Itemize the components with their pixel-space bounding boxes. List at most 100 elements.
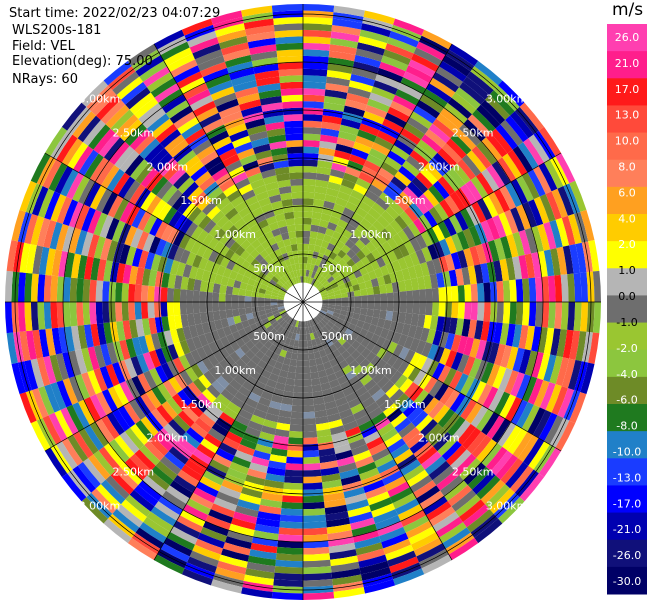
colorbar-tick-label: -2.0 xyxy=(616,342,637,355)
velocity-cell xyxy=(485,94,511,120)
velocity-cell xyxy=(346,285,354,293)
velocity-cell xyxy=(549,355,563,385)
velocity-cell xyxy=(545,384,562,413)
velocity-cell xyxy=(317,435,333,444)
velocity-cell xyxy=(321,254,329,263)
velocity-cell xyxy=(320,466,340,476)
velocity-cell xyxy=(428,123,451,144)
velocity-cell xyxy=(412,302,420,315)
velocity-cell xyxy=(309,277,314,285)
velocity-cell xyxy=(333,332,342,341)
velocity-cell xyxy=(273,579,303,588)
velocity-cell xyxy=(436,272,445,288)
velocity-cell xyxy=(502,425,522,451)
velocity-cell xyxy=(363,159,381,173)
velocity-cell xyxy=(334,275,343,283)
velocity-cell xyxy=(360,23,392,38)
velocity-cell xyxy=(442,412,461,433)
velocity-cell xyxy=(338,462,358,474)
velocity-cell xyxy=(375,393,390,407)
velocity-cell xyxy=(460,208,475,229)
velocity-cell xyxy=(300,321,303,328)
velocity-cell xyxy=(243,574,274,586)
velocity-cell xyxy=(387,150,406,166)
velocity-cell xyxy=(489,488,515,514)
velocity-cell xyxy=(319,219,330,229)
velocity-cell xyxy=(377,520,404,537)
velocity-cell xyxy=(411,176,429,194)
velocity-cell xyxy=(428,184,445,203)
velocity-cell xyxy=(321,355,330,364)
velocity-cell xyxy=(420,327,430,343)
velocity-cell xyxy=(462,76,490,100)
velocity-cell xyxy=(432,465,455,486)
velocity-cell xyxy=(325,265,334,274)
velocity-cell xyxy=(210,503,235,518)
velocity-cell xyxy=(321,121,341,131)
velocity-cell xyxy=(411,53,440,72)
velocity-cell xyxy=(389,388,405,404)
velocity-cell xyxy=(463,119,486,142)
velocity-cell xyxy=(450,334,462,353)
velocity-cell xyxy=(429,77,456,98)
velocity-cell xyxy=(303,114,323,122)
velocity-cell xyxy=(303,424,317,432)
velocity-cell xyxy=(367,207,382,221)
velocity-cell xyxy=(377,167,395,182)
velocity-cell xyxy=(288,437,303,445)
velocity-cell xyxy=(381,380,395,394)
velocity-cell xyxy=(286,324,293,332)
velocity-cell xyxy=(569,244,581,274)
velocity-cell xyxy=(173,474,197,493)
velocity-cell xyxy=(470,176,489,199)
velocity-cell xyxy=(441,440,462,461)
velocity-cell xyxy=(437,365,451,383)
colorbar-tick-label: 26.0 xyxy=(615,31,640,44)
velocity-cell xyxy=(294,333,300,341)
velocity-cell xyxy=(335,297,342,302)
velocity-cell xyxy=(419,94,444,114)
velocity-cell xyxy=(194,538,223,555)
velocity-cell xyxy=(384,223,398,238)
velocity-cell xyxy=(416,485,441,504)
velocity-cell xyxy=(504,396,522,422)
velocity-cell xyxy=(315,337,322,346)
velocity-cell xyxy=(303,81,327,90)
velocity-cell xyxy=(450,233,464,252)
velocity-cell xyxy=(588,240,600,272)
velocity-cell xyxy=(493,237,506,261)
velocity-cell xyxy=(316,428,332,438)
velocity-cell xyxy=(358,281,367,290)
velocity-cell xyxy=(510,465,534,493)
velocity-cell xyxy=(340,474,362,486)
velocity-cell xyxy=(371,344,382,356)
velocity-cell xyxy=(374,267,384,278)
velocity-cell xyxy=(537,250,548,277)
velocity-cell xyxy=(483,282,491,302)
velocity-cell xyxy=(403,240,416,255)
velocity-cell xyxy=(285,463,303,471)
velocity-cell xyxy=(432,511,460,533)
velocity-cell xyxy=(371,86,396,101)
velocity-cell xyxy=(390,443,410,460)
velocity-cell xyxy=(277,533,303,542)
velocity-cell xyxy=(280,335,288,344)
velocity-cell xyxy=(325,338,334,347)
velocity-cell xyxy=(327,307,335,313)
velocity-cell xyxy=(387,550,417,567)
velocity-cell xyxy=(442,171,461,192)
velocity-cell xyxy=(455,494,481,517)
velocity-cell xyxy=(424,456,447,475)
velocity-cell xyxy=(455,87,481,110)
velocity-cell xyxy=(450,133,472,155)
velocity-cell xyxy=(281,321,288,329)
velocity-cell xyxy=(303,211,313,219)
velocity-cell xyxy=(335,449,354,461)
velocity-cell xyxy=(339,310,348,317)
velocity-cell xyxy=(331,162,348,173)
velocity-cell xyxy=(367,491,390,506)
velocity-cell xyxy=(369,497,393,512)
velocity-cell xyxy=(359,123,380,137)
velocity-cell xyxy=(278,409,292,418)
velocity-cell xyxy=(448,214,463,234)
